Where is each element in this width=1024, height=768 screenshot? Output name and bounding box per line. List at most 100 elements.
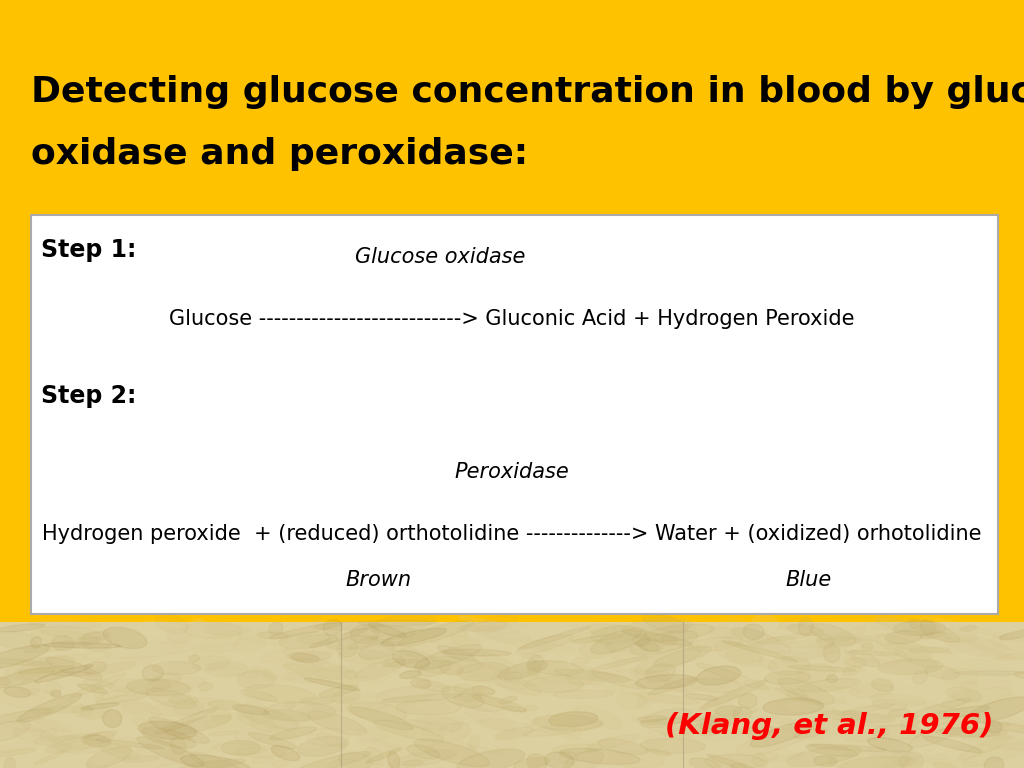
Ellipse shape (284, 700, 295, 709)
Ellipse shape (381, 628, 446, 646)
Ellipse shape (323, 620, 342, 636)
Text: Glucose ---------------------------> Gluconic Acid + Hydrogen Peroxide: Glucose ---------------------------> Glu… (169, 309, 855, 329)
Ellipse shape (781, 742, 812, 751)
Ellipse shape (459, 616, 525, 631)
Ellipse shape (0, 624, 45, 632)
Ellipse shape (925, 666, 959, 679)
Ellipse shape (221, 740, 260, 756)
Ellipse shape (438, 723, 470, 740)
Ellipse shape (760, 642, 794, 657)
Ellipse shape (525, 706, 538, 710)
Ellipse shape (727, 628, 754, 635)
Ellipse shape (122, 756, 160, 762)
Ellipse shape (371, 638, 436, 660)
Ellipse shape (761, 716, 822, 730)
Ellipse shape (190, 753, 251, 768)
Text: Hydrogen peroxide  + (reduced) orthotolidine --------------> Water + (oxidized) : Hydrogen peroxide + (reduced) orthotolid… (42, 524, 982, 544)
Ellipse shape (348, 702, 407, 721)
Ellipse shape (559, 748, 640, 764)
Ellipse shape (470, 651, 518, 674)
Ellipse shape (307, 711, 367, 735)
Ellipse shape (458, 662, 509, 681)
Ellipse shape (989, 633, 1024, 650)
Ellipse shape (364, 665, 431, 694)
Ellipse shape (280, 700, 307, 713)
Ellipse shape (982, 721, 1024, 740)
Ellipse shape (634, 693, 698, 704)
Ellipse shape (786, 702, 818, 711)
Ellipse shape (40, 728, 56, 737)
Ellipse shape (155, 708, 217, 734)
Ellipse shape (598, 739, 648, 754)
Ellipse shape (871, 746, 902, 759)
Ellipse shape (841, 725, 889, 742)
Ellipse shape (240, 690, 276, 701)
Ellipse shape (756, 753, 777, 761)
Ellipse shape (0, 707, 43, 735)
Ellipse shape (505, 672, 522, 682)
Text: Brown: Brown (346, 570, 412, 590)
Ellipse shape (536, 674, 603, 684)
Ellipse shape (936, 727, 1007, 737)
Ellipse shape (999, 630, 1024, 640)
Ellipse shape (498, 638, 575, 652)
Ellipse shape (236, 747, 266, 754)
Ellipse shape (843, 666, 861, 676)
Ellipse shape (0, 658, 52, 665)
Ellipse shape (17, 666, 75, 674)
Ellipse shape (734, 727, 778, 734)
Ellipse shape (524, 677, 584, 693)
Ellipse shape (338, 649, 391, 664)
Ellipse shape (297, 733, 347, 747)
Ellipse shape (732, 709, 759, 719)
Ellipse shape (1004, 708, 1021, 719)
Ellipse shape (843, 650, 898, 656)
Ellipse shape (82, 735, 111, 746)
Ellipse shape (45, 744, 73, 753)
Ellipse shape (94, 687, 134, 701)
Ellipse shape (190, 619, 208, 634)
Ellipse shape (306, 732, 384, 740)
Ellipse shape (756, 632, 819, 644)
Ellipse shape (34, 718, 73, 732)
Ellipse shape (568, 655, 583, 670)
Ellipse shape (516, 634, 572, 654)
Ellipse shape (630, 668, 688, 693)
Ellipse shape (153, 661, 201, 675)
Ellipse shape (947, 687, 981, 702)
Ellipse shape (328, 724, 352, 737)
Ellipse shape (419, 660, 452, 677)
Ellipse shape (850, 714, 864, 720)
Ellipse shape (797, 746, 827, 756)
Ellipse shape (685, 694, 718, 700)
Ellipse shape (829, 751, 910, 768)
Ellipse shape (233, 637, 266, 651)
Ellipse shape (457, 749, 525, 768)
Ellipse shape (137, 621, 188, 638)
Ellipse shape (249, 733, 296, 749)
Ellipse shape (795, 720, 853, 740)
Ellipse shape (926, 759, 998, 768)
Ellipse shape (206, 661, 249, 677)
Ellipse shape (781, 635, 856, 663)
Ellipse shape (333, 730, 414, 740)
Ellipse shape (959, 625, 977, 631)
Ellipse shape (920, 617, 963, 628)
Ellipse shape (356, 670, 421, 697)
Ellipse shape (392, 650, 429, 668)
Ellipse shape (252, 756, 272, 763)
Ellipse shape (271, 746, 300, 760)
Ellipse shape (787, 665, 856, 671)
Ellipse shape (941, 687, 1012, 709)
Ellipse shape (415, 644, 482, 670)
Ellipse shape (663, 698, 718, 724)
Ellipse shape (822, 651, 843, 667)
Ellipse shape (609, 662, 623, 670)
Ellipse shape (743, 624, 764, 640)
Ellipse shape (558, 686, 569, 691)
Ellipse shape (657, 664, 677, 675)
Ellipse shape (82, 632, 112, 651)
Ellipse shape (404, 699, 449, 711)
Ellipse shape (1007, 631, 1024, 647)
Ellipse shape (252, 667, 279, 679)
